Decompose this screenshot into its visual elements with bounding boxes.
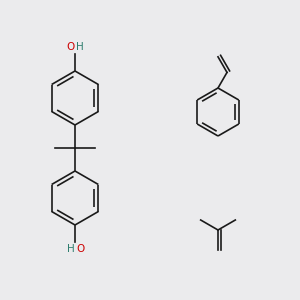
Text: O: O [76, 244, 84, 254]
Text: H: H [67, 244, 75, 254]
Text: O: O [67, 42, 75, 52]
Text: H: H [76, 42, 84, 52]
